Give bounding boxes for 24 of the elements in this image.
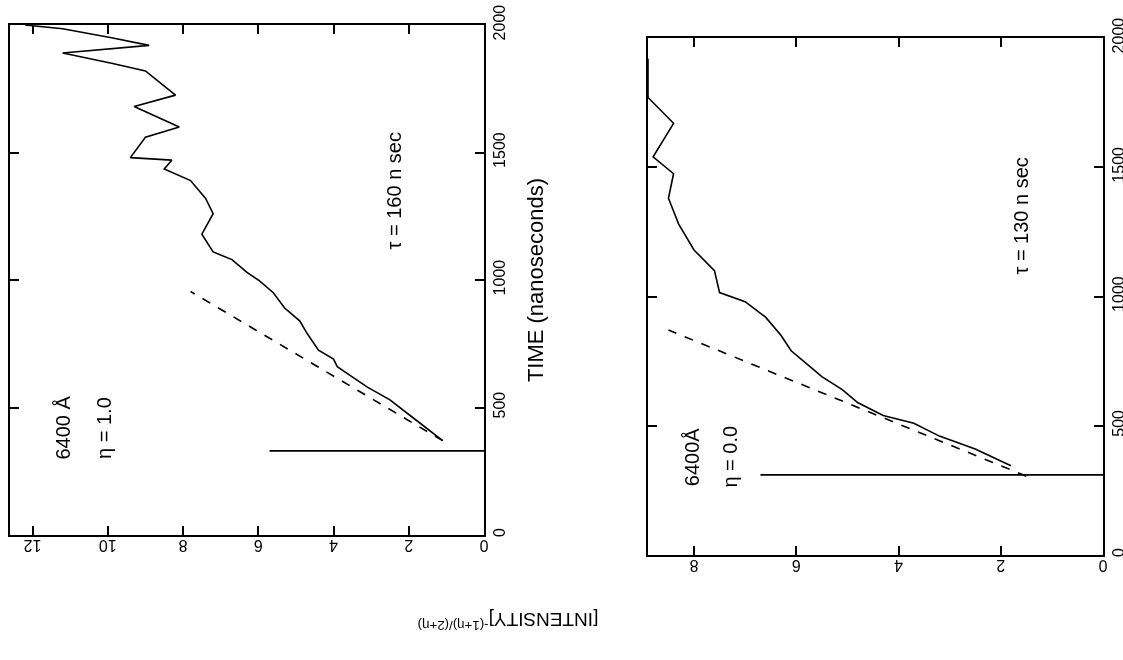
x-tick-label: 4 xyxy=(893,557,903,575)
annotation: 6400Å xyxy=(680,427,703,487)
x-tick-label: 8 xyxy=(178,537,188,555)
annotation: 6400 Å xyxy=(51,395,74,460)
x-tick-label: 6 xyxy=(253,537,263,555)
annotation: τ = 130 n sec xyxy=(1009,157,1032,275)
x-tick-label: 12 xyxy=(23,537,42,555)
x-tick-label: 0 xyxy=(1098,557,1108,575)
x-tick-label: 2 xyxy=(404,537,414,555)
x-tick-label: 2 xyxy=(996,557,1006,575)
y-tick-label: 0 xyxy=(491,528,509,538)
x-tick-label: 10 xyxy=(98,537,117,555)
x-tick-label: 6 xyxy=(791,557,801,575)
annotation: η = 1.0 xyxy=(93,397,116,459)
y-axis-title: TIME (nanoseconds) xyxy=(522,177,548,383)
x-tick-label: 4 xyxy=(328,537,338,555)
annotation: η = 0.0 xyxy=(719,425,742,488)
x-tick-label: 0 xyxy=(479,537,489,555)
y-tick-label: 500 xyxy=(491,391,509,419)
x-tick-label: 8 xyxy=(689,557,699,575)
y-tick-label: 1000 xyxy=(491,259,509,296)
annotation: τ = 160 n sec xyxy=(382,132,405,250)
y-tick-label: 2000 xyxy=(491,4,509,41)
y-tick-label: 1500 xyxy=(491,132,509,168)
